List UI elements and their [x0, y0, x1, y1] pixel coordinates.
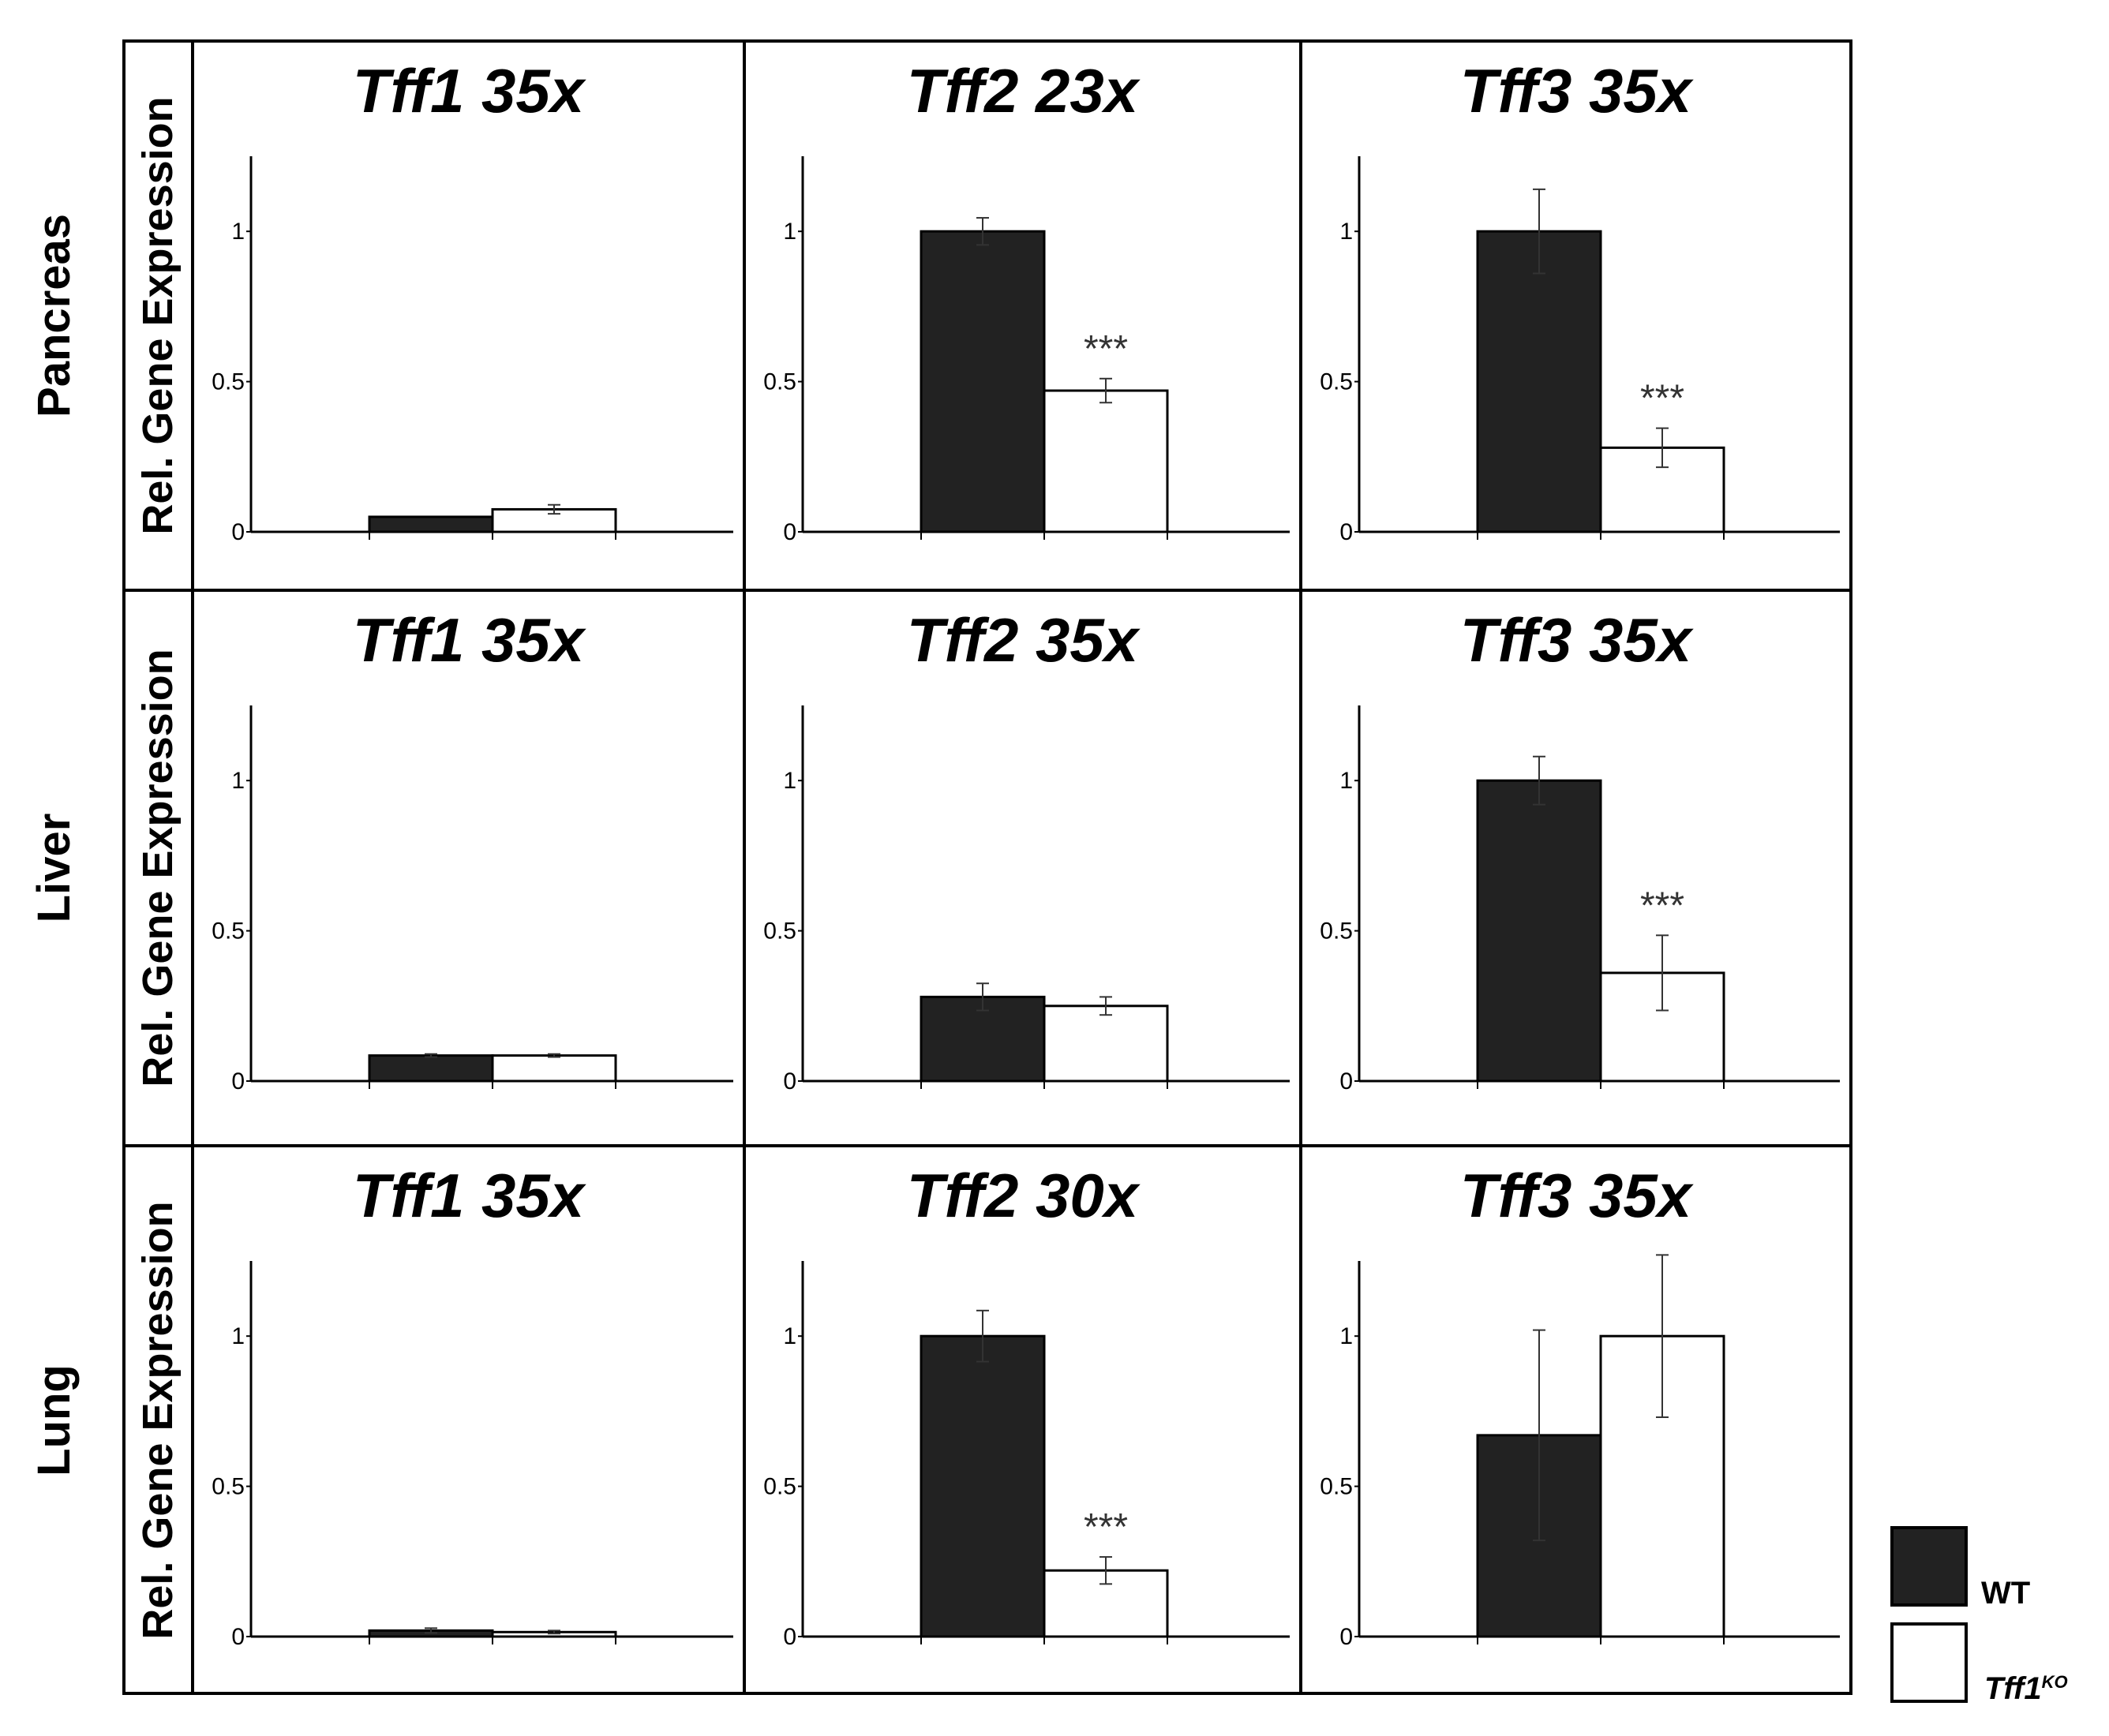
- panel-title: Tff2 35x: [907, 605, 1141, 675]
- panel-liver-2: Tff2 35x 0 0.5 1: [763, 605, 1290, 1094]
- y-tick-label: 0.5: [1320, 369, 1353, 395]
- y-tick-label: 0.5: [1320, 919, 1353, 945]
- panel-lung-2: Tff2 30x 0 0.5 1 ***: [763, 1161, 1290, 1650]
- y-tick-label: 0.5: [212, 369, 245, 395]
- y-tick-label: 1: [231, 219, 245, 245]
- bar-wt: [368, 1054, 494, 1083]
- y-tick-label: 0.5: [1320, 1474, 1353, 1500]
- y-axis-label-lung: Rel. Gene Expression: [134, 1201, 182, 1639]
- y-tick-label: 1: [783, 768, 796, 794]
- row-label-lung: Lung: [28, 1364, 80, 1476]
- y-tick-label: 0.5: [212, 919, 245, 945]
- y-tick-label: 0: [783, 519, 796, 545]
- panel-pancreas-1: Tff1 35x 0 0.5 1: [212, 56, 733, 545]
- panel-pancreas-3: Tff3 35x 0 0.5 1 ***: [1320, 56, 1840, 545]
- y-axis-label-liver: Rel. Gene Expression: [134, 649, 182, 1087]
- panel-title: Tff2 30x: [907, 1161, 1141, 1230]
- significance-marker: ***: [1084, 1506, 1128, 1548]
- panel-lung-1: Tff1 35x 0 0.5 1: [212, 1161, 733, 1650]
- panel-liver-3: Tff3 35x 0 0.5 1 ***: [1320, 605, 1840, 1094]
- bar-wt: [920, 1334, 1046, 1638]
- panel-title: Tff1 35x: [353, 56, 587, 125]
- y-axis-label-pancreas: Rel. Gene Expression: [134, 96, 182, 534]
- y-tick-label: 1: [1339, 768, 1353, 794]
- legend-swatch-wt: [1890, 1526, 1968, 1607]
- legend-label-ko-superscript: KO: [2042, 1672, 2068, 1692]
- y-tick-label: 1: [783, 1323, 796, 1349]
- row-label-liver: Liver: [28, 814, 80, 923]
- panels: Tff1 35x 0 0.5 1 Tff2 23x 0 0.5 1 *** Tff3 35x 0 0.…: [212, 56, 1840, 1650]
- legend-swatch-ko: [1890, 1622, 1968, 1703]
- panel-title: Tff1 35x: [353, 605, 587, 675]
- y-tick-label: 0: [231, 519, 245, 545]
- panel-pancreas-2: Tff2 23x 0 0.5 1 ***: [763, 56, 1290, 545]
- y-tick-label: 0: [1339, 1068, 1353, 1094]
- y-tick-label: 0.5: [763, 919, 796, 945]
- legend-label-wt: WT: [1981, 1576, 2030, 1611]
- bar-ko: [1043, 389, 1169, 533]
- legend: WT Tff1KO: [1890, 1526, 2068, 1706]
- bar-wt: [1476, 230, 1602, 533]
- panel-title: Tff1 35x: [353, 1161, 587, 1230]
- y-tick-label: 0.5: [212, 1474, 245, 1500]
- y-tick-label: 1: [1339, 1323, 1353, 1349]
- row-label-pancreas: Pancreas: [28, 214, 80, 417]
- y-tick-label: 0.5: [763, 1474, 796, 1500]
- row-labels: Pancreas Liver Lung: [28, 214, 80, 1476]
- y-tick-label: 0.5: [763, 369, 796, 395]
- grid-frame: [122, 39, 1852, 1695]
- y-tick-label: 0: [783, 1068, 796, 1094]
- y-tick-label: 0: [1339, 519, 1353, 545]
- panel-title: Tff2 23x: [907, 56, 1141, 125]
- panel-title: Tff3 35x: [1460, 56, 1695, 125]
- bar-wt: [1476, 779, 1602, 1083]
- y-tick-label: 0: [783, 1624, 796, 1650]
- panel-liver-1: Tff1 35x 0 0.5 1: [212, 605, 733, 1094]
- panel-lung-3: Tff3 35x 0 0.5 1: [1320, 1161, 1840, 1650]
- legend-label-ko: Tff1KO: [1984, 1671, 2068, 1706]
- y-tick-label: 1: [1339, 219, 1353, 245]
- bar-ko: [491, 1054, 617, 1083]
- y-tick-label: 0: [1339, 1624, 1353, 1650]
- legend-label-ko-name: Tff1: [1984, 1671, 2042, 1706]
- y-tick-label: 1: [783, 219, 796, 245]
- panel-title: Tff3 35x: [1460, 1161, 1695, 1230]
- y-tick-label: 1: [231, 768, 245, 794]
- y-axis-labels: Rel. Gene Expression Rel. Gene Expressio…: [134, 96, 182, 1639]
- bar-ko: [1043, 1005, 1169, 1083]
- bar-wt: [920, 230, 1046, 533]
- bar-wt: [368, 515, 494, 533]
- significance-marker: ***: [1084, 328, 1128, 370]
- y-tick-label: 0: [231, 1624, 245, 1650]
- y-tick-label: 0: [231, 1068, 245, 1094]
- panel-title: Tff3 35x: [1460, 605, 1695, 675]
- significance-marker: ***: [1640, 885, 1684, 926]
- y-tick-label: 1: [231, 1323, 245, 1349]
- significance-marker: ***: [1640, 378, 1684, 420]
